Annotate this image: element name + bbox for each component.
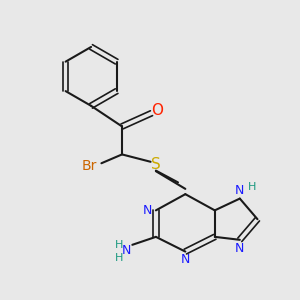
Text: H: H [115,240,124,250]
Text: N: N [235,242,244,254]
Text: N: N [143,204,152,217]
Text: S: S [151,157,161,172]
Text: Br: Br [82,159,97,173]
Text: O: O [151,103,163,118]
Text: H: H [115,254,124,263]
Text: N: N [235,184,244,197]
Text: N: N [181,253,190,266]
Text: N: N [122,244,131,256]
Text: H: H [248,182,256,192]
